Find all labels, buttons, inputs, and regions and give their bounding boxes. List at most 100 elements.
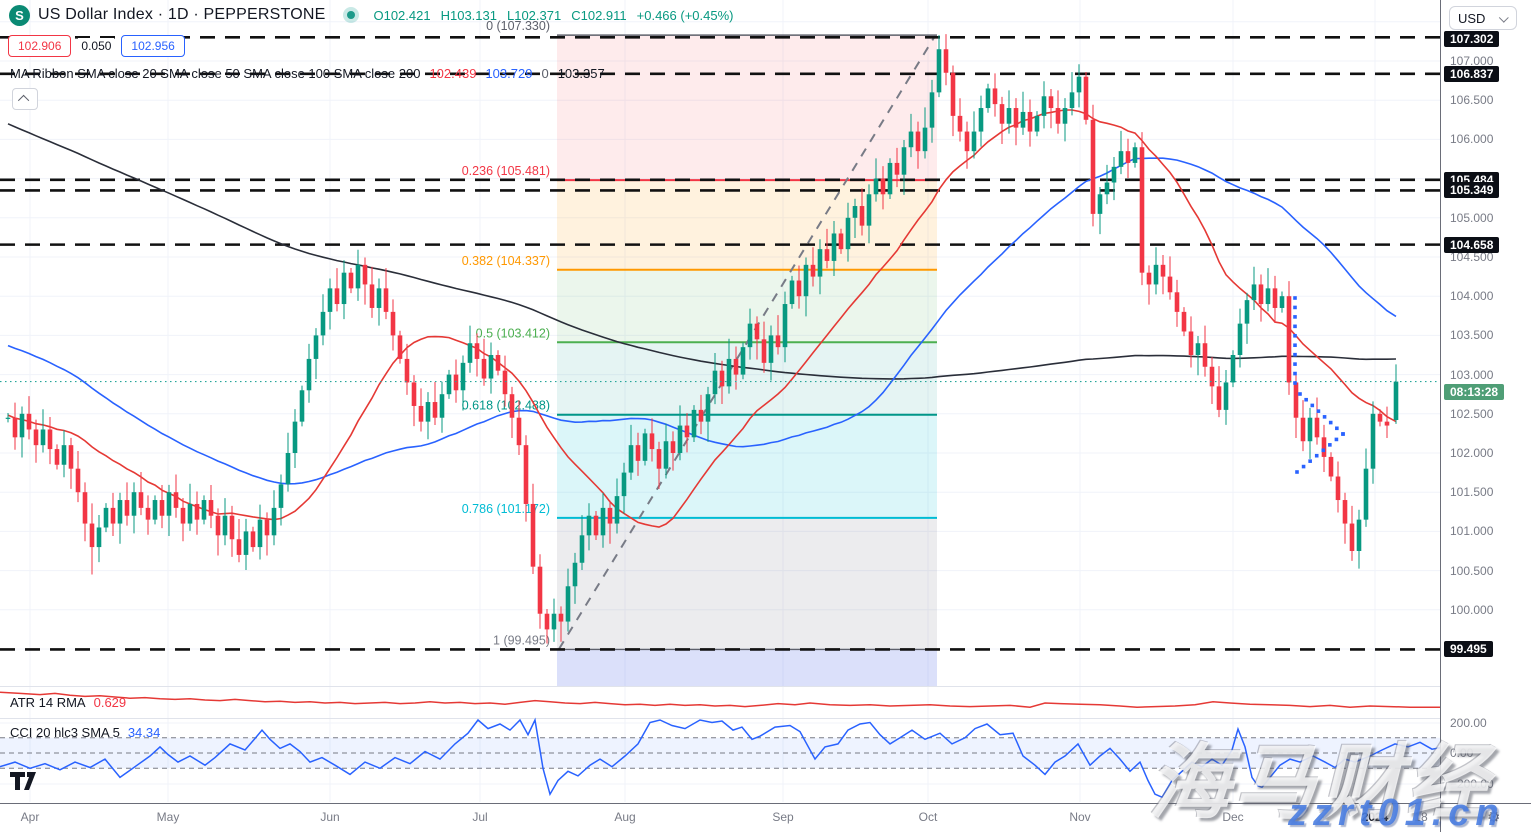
candle-body[interactable] (488, 355, 494, 379)
candle-body[interactable] (292, 421, 298, 453)
candle-body[interactable] (978, 108, 984, 132)
candle-body[interactable] (572, 562, 578, 587)
candle-body[interactable] (1356, 519, 1362, 551)
candle-body[interactable] (1076, 76, 1082, 93)
candle-body[interactable] (796, 280, 802, 297)
candle-body[interactable] (404, 358, 410, 383)
candle-body[interactable] (845, 217, 851, 250)
candle-body[interactable] (1181, 311, 1187, 332)
candle-body[interactable] (971, 131, 977, 152)
chart-canvas[interactable]: 0 (107.330) 0.236 (105.481) 0.382 (104.337… (0, 0, 1441, 803)
legend-collapse-button[interactable] (12, 88, 38, 110)
candle-body[interactable] (327, 288, 333, 312)
fib-trendline[interactable] (558, 35, 936, 650)
candle-body[interactable] (1286, 296, 1292, 383)
candle-body[interactable] (1055, 108, 1061, 124)
candle-body[interactable] (782, 304, 788, 348)
atr-label[interactable]: ATR 14 RMA (10, 695, 86, 710)
candle-body[interactable] (103, 507, 109, 528)
candle-body[interactable] (432, 402, 438, 418)
candle-body[interactable] (278, 484, 284, 508)
candle-body[interactable] (1202, 343, 1208, 367)
candle-body[interactable] (1118, 151, 1124, 167)
candle-body[interactable] (1349, 523, 1355, 551)
candle-body[interactable] (117, 500, 123, 524)
candle-body[interactable] (1195, 343, 1201, 355)
candle-body[interactable] (1174, 292, 1180, 312)
candle-body[interactable] (537, 566, 543, 614)
candle-body[interactable] (1209, 366, 1215, 387)
candle-body[interactable] (600, 507, 606, 536)
candle-body[interactable] (558, 613, 564, 622)
symbol-logo-icon[interactable]: S (9, 4, 30, 26)
candle-body[interactable] (1090, 119, 1096, 214)
candle-body[interactable] (656, 449, 662, 469)
candle-body[interactable] (110, 507, 116, 524)
candle-body[interactable] (208, 500, 214, 516)
candle-body[interactable] (362, 264, 368, 285)
market-status-icon[interactable] (343, 7, 360, 23)
candle-body[interactable] (124, 500, 130, 516)
candle-body[interactable] (1034, 115, 1040, 132)
candle-body[interactable] (1006, 108, 1012, 124)
symbol-title[interactable]: US Dollar Index · 1D · PEPPERSTONE (38, 6, 326, 23)
candle-body[interactable] (838, 233, 844, 250)
candle-body[interactable] (1062, 108, 1068, 124)
candle-body[interactable] (89, 523, 95, 548)
candle-body[interactable] (418, 405, 424, 422)
candle-body[interactable] (180, 507, 186, 524)
candle-body[interactable] (523, 445, 529, 504)
candle-body[interactable] (642, 433, 648, 461)
candle-body[interactable] (68, 445, 74, 469)
candle-body[interactable] (1335, 476, 1341, 501)
candle-body[interactable] (621, 472, 627, 497)
candle-body[interactable] (859, 206, 865, 226)
candle-body[interactable] (992, 88, 998, 105)
candle-body[interactable] (1069, 92, 1075, 109)
candle-body[interactable] (222, 515, 228, 536)
candle-body[interactable] (817, 249, 823, 277)
candle-body[interactable] (901, 147, 907, 175)
candle-body[interactable] (586, 515, 592, 536)
candle-body[interactable] (509, 394, 515, 418)
candle-body[interactable] (544, 613, 550, 630)
candle-body[interactable] (390, 311, 396, 336)
candle-body[interactable] (1293, 382, 1299, 418)
candle-body[interactable] (138, 492, 144, 508)
candle-body[interactable] (1111, 166, 1117, 183)
candle-body[interactable] (201, 500, 207, 520)
candle-body[interactable] (929, 92, 935, 128)
candle-body[interactable] (628, 445, 634, 473)
candle-body[interactable] (719, 370, 725, 387)
candle-body[interactable] (810, 264, 816, 277)
candle-body[interactable] (47, 429, 53, 450)
candle-body[interactable] (1041, 96, 1047, 116)
candle-body[interactable] (1272, 288, 1278, 308)
candle-body[interactable] (1097, 194, 1103, 214)
candle-body[interactable] (173, 492, 179, 508)
candle-body[interactable] (453, 374, 459, 391)
candle-body[interactable] (726, 358, 732, 387)
candle-body[interactable] (271, 507, 277, 536)
candle-body[interactable] (159, 500, 165, 516)
candle-body[interactable] (264, 519, 270, 536)
candle-body[interactable] (831, 233, 837, 261)
candle-body[interactable] (747, 323, 753, 348)
candle-body[interactable] (12, 417, 18, 438)
currency-dropdown[interactable]: USD (1449, 6, 1517, 30)
candle-body[interactable] (1223, 382, 1229, 410)
candle-body[interactable] (964, 131, 970, 152)
candle-body[interactable] (1265, 288, 1271, 305)
candle-body[interactable] (1314, 417, 1320, 438)
candle-body[interactable] (1083, 76, 1089, 120)
candle-body[interactable] (1048, 96, 1054, 109)
candle-body[interactable] (1321, 437, 1327, 457)
candle-body[interactable] (1153, 264, 1159, 285)
candle-body[interactable] (131, 492, 137, 516)
candle-body[interactable] (236, 539, 242, 555)
candle-body[interactable] (243, 531, 249, 555)
candle-body[interactable] (803, 264, 809, 297)
candle-body[interactable] (61, 445, 67, 465)
candle-body[interactable] (229, 515, 235, 540)
candle-body[interactable] (1125, 151, 1131, 163)
